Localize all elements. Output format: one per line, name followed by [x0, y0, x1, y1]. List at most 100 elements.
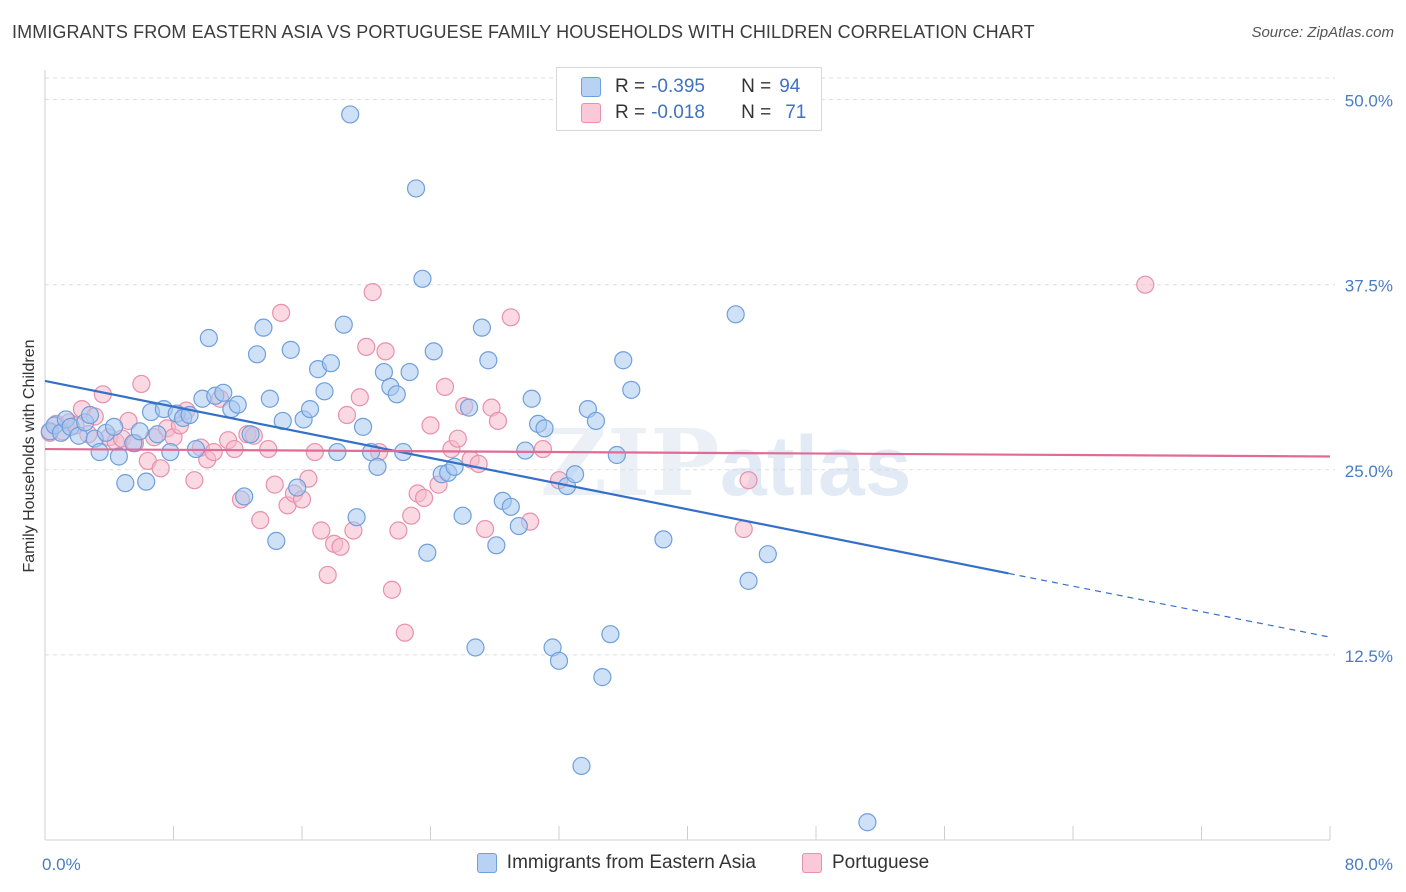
point-blue-15 — [130, 422, 149, 441]
point-blue-89 — [654, 530, 673, 549]
point-blue-7 — [80, 405, 100, 425]
point-pink-62 — [448, 429, 467, 448]
point-blue-31 — [235, 487, 254, 506]
point-pink-49 — [363, 283, 382, 302]
point-pink-44 — [331, 537, 350, 556]
point-blue-78 — [549, 651, 569, 670]
correlation-legend: R = -0.395 N = 94 R = -0.018 N = 71 — [556, 67, 822, 131]
y-tick-label-1: 25.0% — [1345, 462, 1393, 481]
point-blue-38 — [281, 340, 300, 359]
y-axis-label: Family Households with Children — [21, 340, 38, 573]
legend-r-label: R = — [615, 102, 646, 123]
point-blue-16 — [137, 472, 156, 491]
series-swatch-pink — [802, 853, 822, 873]
point-blue-41 — [300, 399, 320, 419]
trend-lines — [44, 379, 1331, 638]
point-pink-22 — [185, 471, 204, 490]
point-pink-47 — [350, 388, 369, 407]
point-pink-71 — [533, 439, 553, 459]
y-tick-label-3: 50.0% — [1345, 92, 1393, 111]
point-pink-52 — [382, 580, 402, 599]
point-blue-69 — [487, 536, 506, 555]
point-pink-68 — [488, 411, 508, 431]
point-blue-87 — [614, 351, 633, 370]
legend-r-label: R = — [615, 76, 646, 97]
legend-n-value: 94 — [779, 76, 801, 97]
point-blue-90 — [726, 305, 745, 324]
point-pink-32 — [251, 511, 270, 530]
point-blue-86 — [607, 445, 626, 465]
point-pink-51 — [376, 342, 395, 361]
point-pink-69 — [501, 308, 520, 327]
x-tick-label-max: 80.0% — [1345, 855, 1393, 874]
point-blue-93 — [858, 813, 877, 832]
legend-swatch-pink — [581, 103, 601, 123]
series-legend-label: Immigrants from Eastern Asia — [506, 852, 756, 873]
trend-line-eastern-asia — [44, 379, 1009, 575]
point-pink-42 — [318, 565, 337, 585]
point-blue-67 — [472, 318, 491, 337]
trend-line-portuguese — [44, 447, 1331, 458]
series-legend: Immigrants from Eastern Asia Portuguese — [0, 852, 1406, 874]
point-blue-35 — [260, 389, 279, 408]
point-blue-64 — [453, 506, 472, 525]
point-pink-35 — [272, 303, 291, 322]
grid-lines — [45, 77, 1335, 656]
series-eastern-asia-points — [40, 105, 877, 832]
point-blue-72 — [509, 516, 528, 536]
point-blue-9 — [90, 442, 109, 462]
point-blue-68 — [479, 351, 498, 370]
point-pink-40 — [305, 442, 324, 462]
point-blue-43 — [315, 382, 334, 401]
point-pink-73 — [734, 519, 753, 539]
series-legend-label: Portuguese — [832, 852, 930, 873]
y-tick-label-0: 12.5% — [1345, 647, 1393, 666]
point-blue-28 — [214, 383, 233, 402]
point-blue-57 — [406, 179, 426, 198]
point-pink-74 — [739, 471, 758, 490]
point-blue-59 — [418, 543, 437, 562]
legend-swatch-blue — [581, 77, 601, 97]
point-blue-46 — [334, 315, 353, 334]
watermark-atlas: atlas — [720, 419, 911, 513]
point-blue-85 — [601, 625, 620, 644]
point-blue-30 — [228, 395, 247, 414]
y-tick-label-2: 37.5% — [1345, 277, 1393, 296]
point-pink-14 — [132, 374, 151, 394]
point-blue-18 — [148, 425, 167, 444]
point-blue-71 — [501, 497, 520, 516]
point-blue-74 — [522, 389, 541, 408]
point-pink-54 — [395, 623, 414, 642]
series-legend-item-eastern-asia: Immigrants from Eastern Asia — [476, 852, 756, 874]
point-blue-20 — [161, 442, 180, 462]
point-pink-55 — [402, 506, 421, 525]
point-blue-91 — [739, 571, 758, 590]
point-blue-84 — [593, 668, 612, 687]
point-blue-48 — [347, 508, 366, 527]
watermark: ZIP atlas — [540, 409, 911, 517]
point-blue-80 — [565, 465, 585, 484]
point-blue-54 — [387, 385, 406, 404]
point-pink-60 — [435, 377, 455, 396]
legend-r-value: -0.018 — [651, 102, 705, 123]
legend-r-value: -0.395 — [651, 76, 705, 97]
point-blue-88 — [622, 380, 641, 399]
point-blue-49 — [353, 417, 373, 436]
point-blue-65 — [459, 398, 479, 417]
series-legend-item-portuguese: Portuguese — [802, 852, 929, 874]
watermark-zip: ZIP — [540, 409, 719, 517]
point-pink-33 — [259, 439, 278, 459]
point-pink-25 — [204, 442, 223, 462]
point-blue-81 — [572, 756, 591, 776]
point-blue-60 — [424, 342, 443, 361]
point-pink-48 — [357, 337, 376, 357]
legend-row-portuguese: R = -0.018 N = 71 — [581, 101, 806, 125]
series-swatch-blue — [476, 853, 497, 873]
point-pink-41 — [312, 521, 331, 540]
point-blue-33 — [247, 345, 267, 364]
point-blue-32 — [241, 425, 260, 444]
point-blue-44 — [321, 354, 341, 373]
chart-title: IMMIGRANTS FROM EASTERN ASIA VS PORTUGUE… — [12, 22, 1035, 42]
x-tick-label-min: 0.0% — [42, 855, 81, 874]
point-blue-11 — [104, 417, 124, 436]
